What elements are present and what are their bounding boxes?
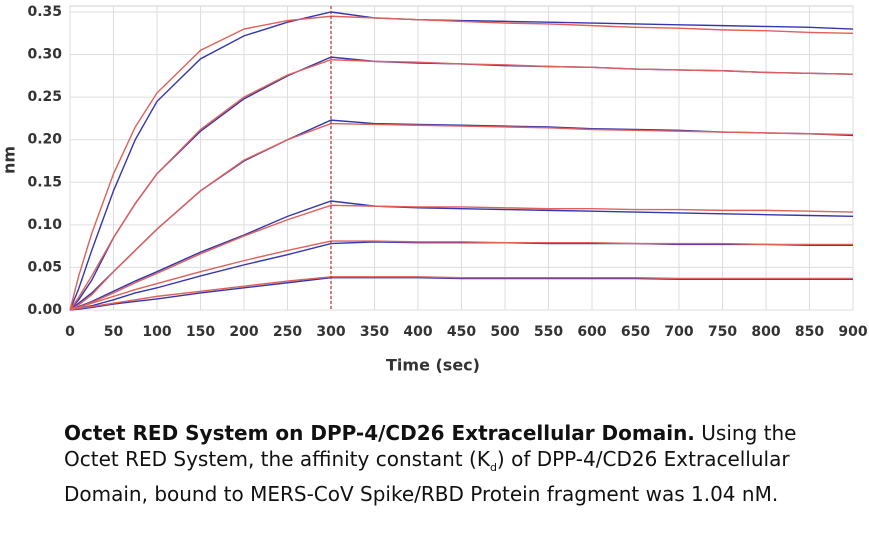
y-tick-label: 0.00 <box>27 302 62 318</box>
caption: Octet RED System on DPP-4/CD26 Extracell… <box>64 420 824 507</box>
caption-text: Using the Octet RED System, the affinity… <box>64 421 797 471</box>
x-tick-label: 700 <box>664 324 693 340</box>
x-tick-label: 500 <box>490 324 519 340</box>
data-line <box>69 58 854 311</box>
y-tick-label: 0.35 <box>27 4 62 20</box>
x-tick-label: 900 <box>838 324 867 340</box>
chart: Time (sec) nm 0.00 0.05 0.10 0.15 0.20 0.25 0.… <box>0 4 868 375</box>
x-tick-label: 600 <box>577 324 606 340</box>
caption-subscript: d <box>489 461 497 474</box>
x-tick-label: 650 <box>621 324 650 340</box>
y-tick-label: 0.30 <box>27 47 62 63</box>
x-tick-label: 0 <box>65 324 75 340</box>
data-line <box>69 15 854 311</box>
y-tick-label: 0.10 <box>27 217 62 233</box>
y-tick-label: 0.25 <box>27 89 62 105</box>
data-line <box>69 204 854 311</box>
x-tick-label: 800 <box>751 324 780 340</box>
x-tick-label: 850 <box>795 324 824 340</box>
y-axis-label: nm <box>0 146 19 174</box>
y-tick-label: 0.15 <box>27 174 62 190</box>
x-tick-label: 50 <box>104 324 124 340</box>
x-tick-label: 550 <box>534 324 563 340</box>
x-tick-label: 150 <box>186 324 215 340</box>
y-tick-label: 0.05 <box>27 259 62 275</box>
data-line <box>69 122 854 311</box>
x-tick-label: 400 <box>403 324 432 340</box>
data-line <box>69 276 853 311</box>
x-axis-label: Time (sec) <box>386 356 480 375</box>
x-tick-label: 250 <box>273 324 302 340</box>
x-tick-label: 750 <box>708 324 737 340</box>
x-tick-label: 350 <box>360 324 389 340</box>
x-tick-label: 300 <box>316 324 345 340</box>
data-line <box>69 241 853 311</box>
data-line <box>69 276 853 311</box>
y-tick-label: 0.20 <box>27 132 62 148</box>
caption-text: ) of DPP-4/CD26 Extracellular Domain, bo… <box>64 447 790 506</box>
caption-title: Octet RED System on DPP-4/CD26 Extracell… <box>64 421 695 445</box>
x-tick-label: 100 <box>142 324 171 340</box>
data-line <box>69 240 853 311</box>
x-tick-label: 200 <box>229 324 258 340</box>
x-tick-label: 450 <box>447 324 476 340</box>
